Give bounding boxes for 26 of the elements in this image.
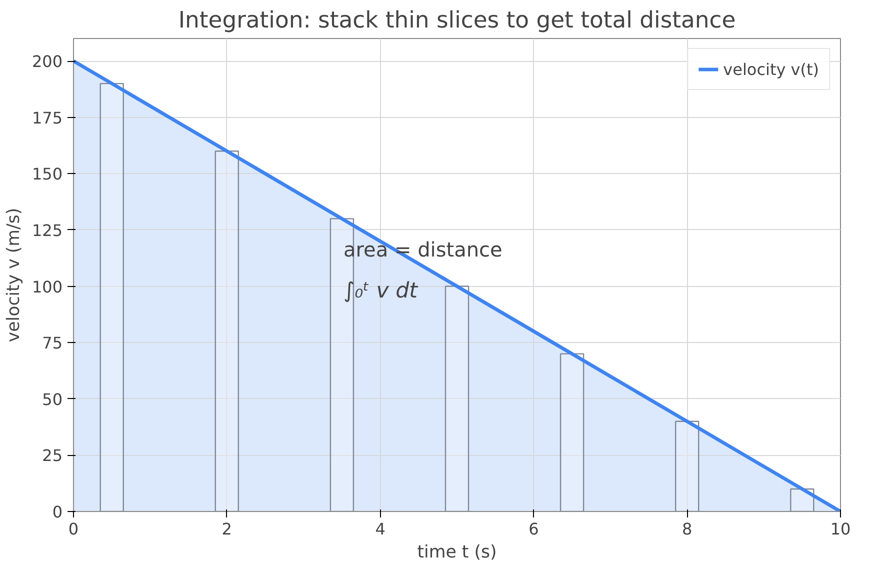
annotation: area = distance xyxy=(344,238,502,262)
chart-title: Integration: stack thin slices to get total distance xyxy=(178,8,736,34)
x-tick-label: 10 xyxy=(830,520,851,538)
y-tick-label: 150 xyxy=(32,164,63,184)
bar xyxy=(214,150,240,512)
x-tick-label: 2 xyxy=(222,520,232,538)
y-tick-label: 125 xyxy=(32,220,63,240)
x-axis-title: time t (s) xyxy=(417,542,497,562)
y-tick-label: 0 xyxy=(52,502,63,522)
bar xyxy=(100,82,124,512)
y-axis-title: velocity v (m/s) xyxy=(4,208,24,342)
y-tick-label: 200 xyxy=(32,52,63,72)
x-tick-label: 6 xyxy=(528,520,539,538)
annotation: ∫₀ᵗ v dt xyxy=(344,278,420,304)
y-tick-label: 25 xyxy=(42,446,62,466)
x-tick-label: 0 xyxy=(68,520,79,538)
x-tick-label: 8 xyxy=(682,520,692,538)
bar xyxy=(674,420,700,512)
y-tick-label: 50 xyxy=(42,390,62,409)
y-tick-label: 175 xyxy=(32,108,63,128)
y-tick-label: 100 xyxy=(32,277,63,296)
y-tick-label: 75 xyxy=(42,334,62,353)
bar xyxy=(444,286,470,512)
legend-label: velocity v(t) xyxy=(723,60,819,78)
x-tick-label: 4 xyxy=(375,520,386,538)
bar xyxy=(560,353,584,512)
